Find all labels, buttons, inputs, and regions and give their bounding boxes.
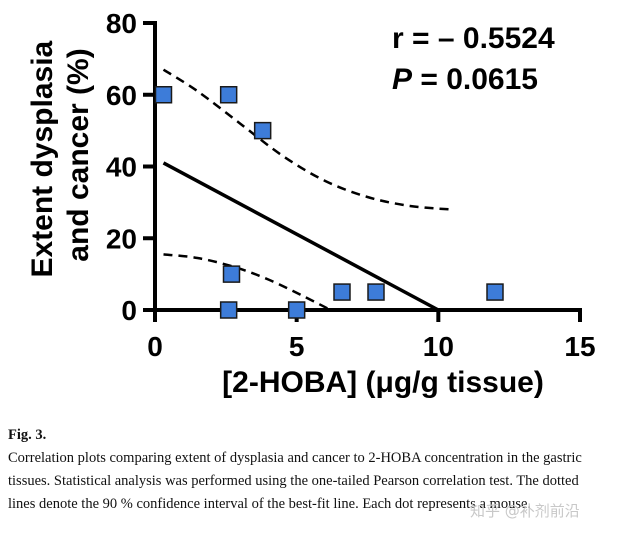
- y-axis-label-line-2: and cancer (%): [62, 48, 95, 261]
- y-axis-label-line-1: Extent dysplasia: [26, 40, 59, 277]
- best-fit-line: [162, 161, 440, 312]
- correlation-coefficient: r = – 0.5524: [392, 22, 555, 55]
- p-value-number: = 0.0615: [412, 63, 538, 96]
- y-tick-label: 0: [121, 295, 137, 326]
- figure-caption: Fig. 3. Correlation plots comparing exte…: [8, 424, 608, 516]
- p-value-letter: P: [392, 63, 413, 96]
- confidence-band: [162, 68, 453, 312]
- y-tick-label: 80: [106, 8, 137, 39]
- x-tick-label: 15: [564, 331, 595, 362]
- data-point: [219, 86, 238, 104]
- watermark: 知乎 @补剂前沿: [470, 502, 580, 520]
- y-tick-label: 60: [106, 80, 137, 111]
- y-tick-label: 20: [106, 223, 137, 254]
- ci-lower-line: [163, 253, 332, 312]
- fit-line-group: [162, 161, 440, 312]
- x-tick-label: 0: [147, 331, 163, 362]
- figure-label: Fig. 3.: [8, 427, 47, 443]
- p-value: P = 0.0615: [392, 63, 538, 97]
- data-point: [219, 301, 238, 319]
- x-axis-label: [2-HOBA] (μg/g tissue): [222, 366, 544, 399]
- x-tick-label: 5: [289, 331, 305, 362]
- y-tick-label: 40: [106, 152, 137, 183]
- data-point: [253, 121, 272, 140]
- data-point: [287, 301, 306, 319]
- scatter-chart: 0 5 10 15 0 20 40 60 80 [2-HOBA] (μg/g tissue) E…: [26, 8, 596, 399]
- data-point: [222, 265, 241, 283]
- ci-upper-line: [162, 68, 453, 211]
- data-point: [486, 283, 504, 301]
- axes: 0 5 10 15 0 20 40 60 80: [106, 8, 596, 362]
- data-points: [154, 86, 504, 319]
- x-tick-label: 10: [423, 331, 454, 362]
- data-point: [333, 283, 351, 301]
- y-axis-label: Extent dysplasia and cancer (%): [26, 32, 95, 277]
- caption-text: Correlation plots comparing extent of dy…: [8, 450, 582, 512]
- data-point: [154, 86, 173, 104]
- data-point: [367, 283, 385, 301]
